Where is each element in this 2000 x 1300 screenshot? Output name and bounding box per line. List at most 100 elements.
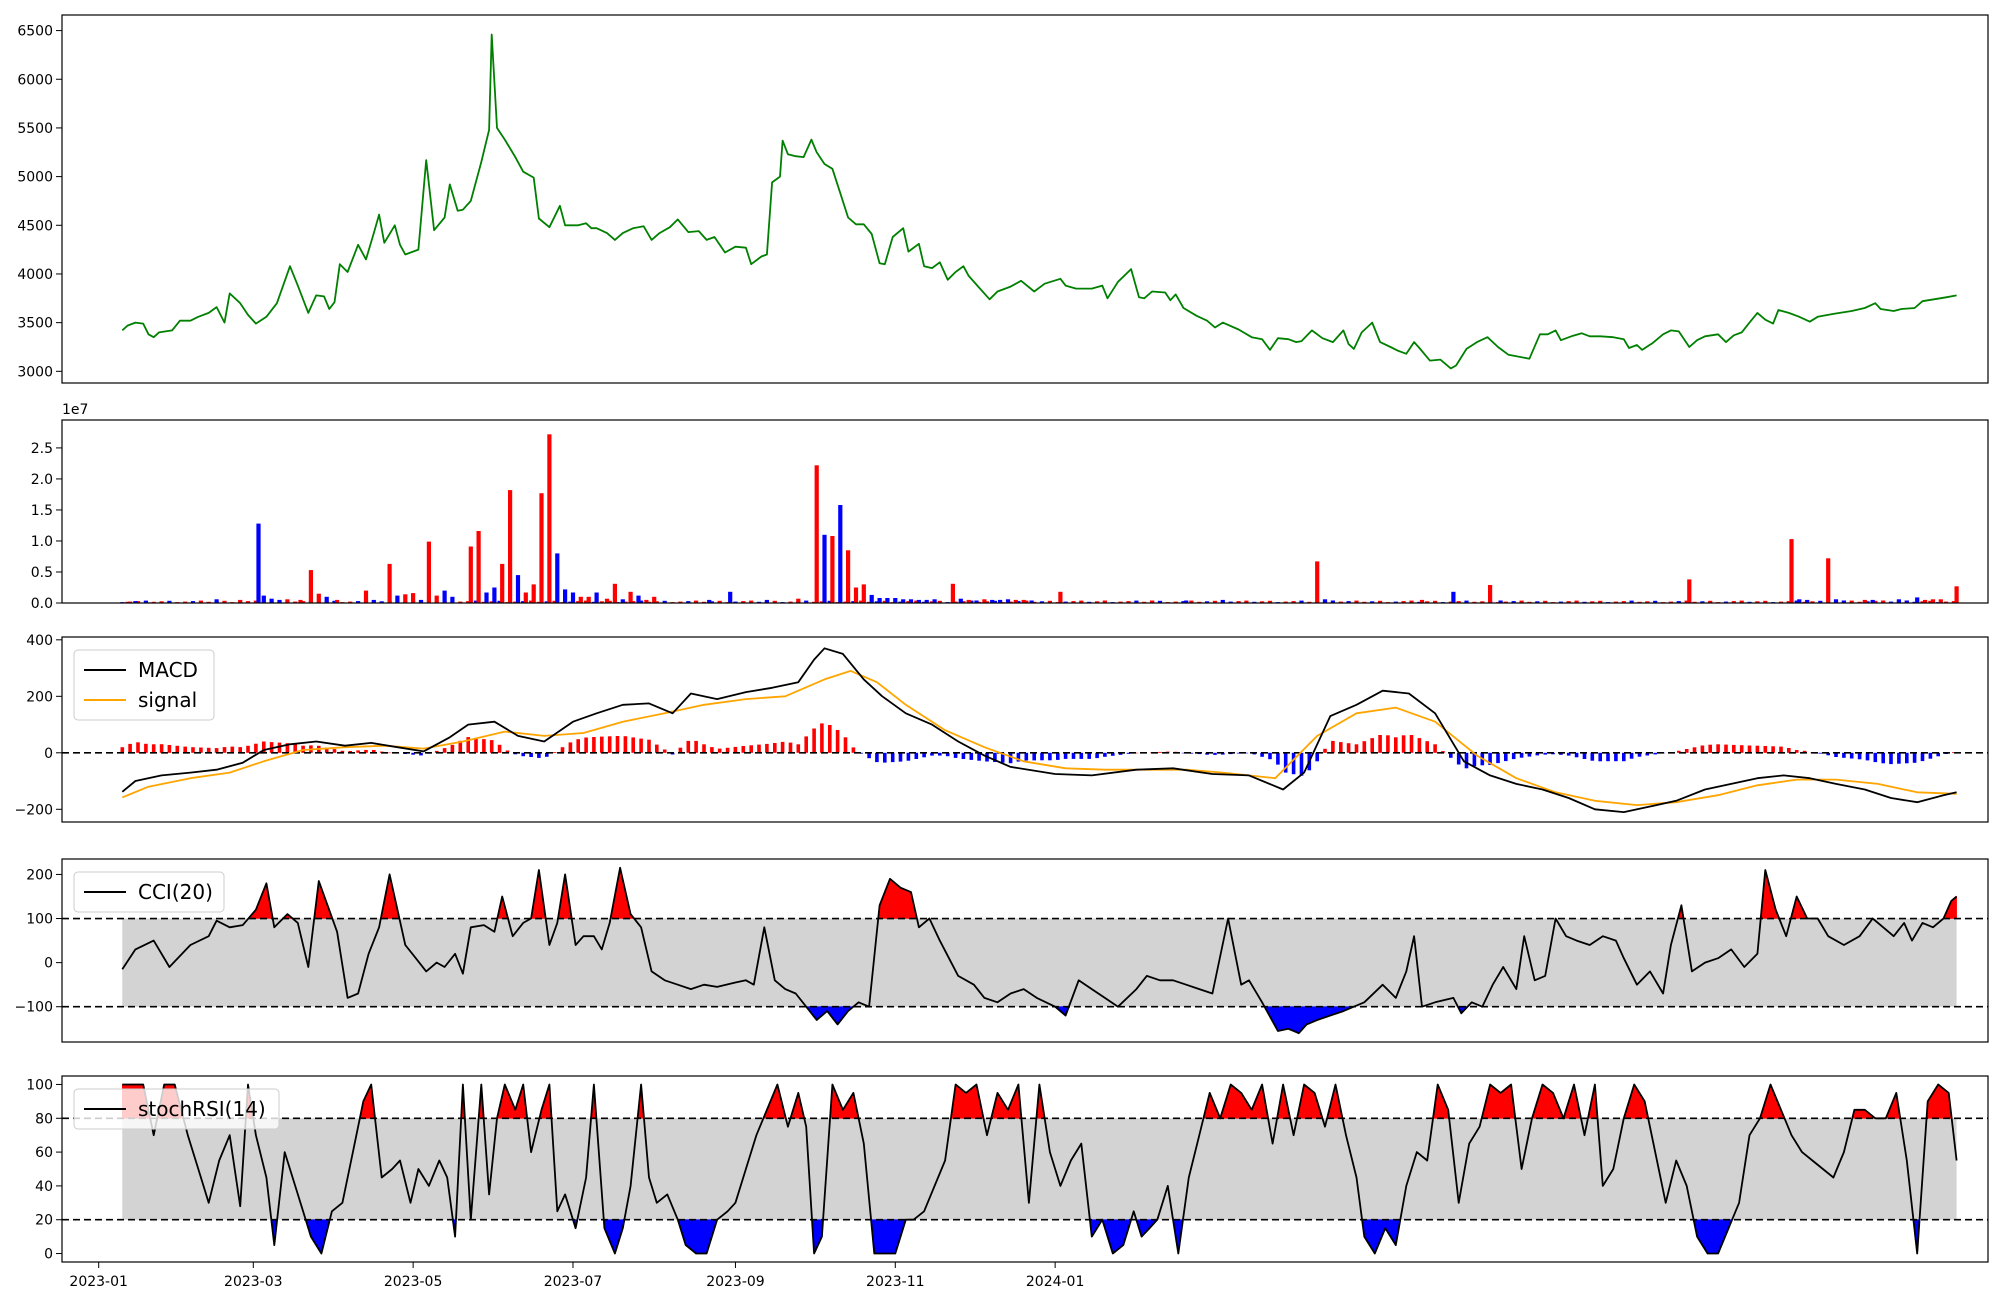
stochrsi-ytick-label: 40 (35, 1179, 53, 1195)
macd-histogram-bar (1708, 744, 1712, 753)
volume-bar (937, 600, 942, 603)
volume-bar (1005, 599, 1011, 603)
macd-histogram-bar (1566, 752, 1571, 756)
macd-histogram-bar (324, 747, 329, 753)
volume-bar (1378, 600, 1383, 603)
volume-bar (547, 434, 552, 603)
volume-bar (466, 601, 471, 603)
volume-bar (814, 465, 819, 603)
volume-bar (1676, 601, 1681, 603)
volume-bar (1008, 601, 1013, 603)
cci-ytick-label: 200 (26, 867, 53, 883)
volume-bar (901, 599, 906, 603)
volume-bar (953, 601, 958, 603)
macd-histogram-bar (1488, 752, 1492, 765)
macd-histogram-bar (961, 752, 966, 759)
volume-bar (584, 600, 589, 603)
volume-bar (1024, 600, 1029, 603)
volume-bar (1598, 600, 1603, 603)
volume-bar (570, 592, 576, 603)
volume-bar (1330, 600, 1335, 603)
macd-histogram-bar (1346, 743, 1351, 753)
volume-bar (914, 600, 919, 603)
volume-bar (1870, 599, 1875, 603)
volume-bar (159, 601, 164, 603)
macd-histogram-bar (1260, 752, 1264, 757)
macd-histogram-bar (1818, 752, 1823, 754)
volume-bar (576, 601, 581, 603)
volume-bar (1134, 600, 1139, 603)
macd-panel: 400 200 0 −200 MACD signal (15, 633, 1989, 823)
macd-histogram-bar (1299, 752, 1304, 776)
stochrsi-oversold-fill (695, 1219, 707, 1254)
macd-histogram-bar (175, 745, 180, 753)
volume-bar (1684, 600, 1689, 603)
volume-bar (1915, 597, 1920, 603)
volume-bar (1498, 600, 1503, 603)
volume-bar (578, 596, 583, 603)
volume-bar (473, 600, 479, 603)
macd-histogram-bar (1087, 752, 1091, 759)
macd-histogram-bar (482, 739, 486, 753)
volume-bar (846, 550, 851, 603)
volume-bar (500, 563, 505, 603)
signal-line (121, 670, 1957, 806)
volume-bar (709, 601, 714, 603)
macd-histogram-bar (167, 745, 172, 753)
macd-histogram-bar (796, 744, 801, 753)
volume-bar (476, 531, 481, 603)
volume-bar (654, 601, 659, 603)
macd-histogram-bar (1213, 752, 1217, 755)
volume-bar (998, 599, 1003, 603)
volume-bar (531, 584, 536, 603)
volume-bar (1236, 601, 1241, 603)
volume-bar (830, 536, 835, 603)
macd-histogram-bar (1032, 752, 1036, 761)
volume-bar (1228, 601, 1233, 603)
macd-histogram-bar (835, 730, 840, 753)
macd-histogram-bar (1700, 745, 1705, 753)
volume-bar (764, 599, 769, 603)
macd-histogram-bar (678, 747, 683, 753)
macd-histogram-bar (1590, 752, 1595, 761)
macd-histogram-bar (1008, 752, 1013, 764)
volume-bar (843, 601, 848, 603)
macd-histogram-bar (1449, 752, 1453, 758)
volume-bar (293, 601, 298, 603)
volume-bar (916, 599, 921, 603)
macd-histogram-bar (1095, 752, 1099, 759)
volume-bar (1315, 561, 1320, 603)
volume-bar (269, 598, 274, 603)
volume-bar (1873, 600, 1878, 603)
volume-bar (450, 596, 455, 603)
volume-bar (678, 601, 683, 603)
macd-histogram-bar (576, 739, 580, 753)
macd-histogram-bar (1276, 752, 1280, 765)
macd-histogram-bar (702, 744, 706, 753)
volume-bar (1794, 600, 1799, 603)
volume-bar (335, 599, 340, 603)
volume-bar (958, 598, 963, 603)
volume-bar (497, 600, 502, 603)
macd-histogram-bar (694, 740, 698, 753)
macd-histogram-bar (411, 752, 415, 755)
macd-histogram-bar (568, 742, 573, 753)
macd-histogram-bar (977, 752, 981, 761)
macd-histogram-bar (1771, 746, 1775, 753)
volume-bar (966, 599, 971, 603)
volume-bar (1039, 601, 1045, 603)
macd-histogram-bar (537, 752, 541, 758)
macd-histogram-bar (1928, 752, 1933, 759)
macd-histogram-bar (1629, 752, 1634, 759)
macd-histogram-bar (1794, 750, 1799, 753)
macd-histogram-bar (623, 736, 628, 753)
macd-histogram-bar (600, 736, 604, 753)
volume-bar (324, 596, 329, 603)
macd-histogram-bar (615, 736, 620, 753)
volume-bar (612, 583, 617, 603)
macd-histogram-bar (332, 749, 337, 753)
volume-bar (1904, 600, 1909, 603)
volume-bar (1291, 601, 1296, 603)
volume-bar (984, 601, 990, 603)
macd-histogram-bar (466, 737, 470, 753)
